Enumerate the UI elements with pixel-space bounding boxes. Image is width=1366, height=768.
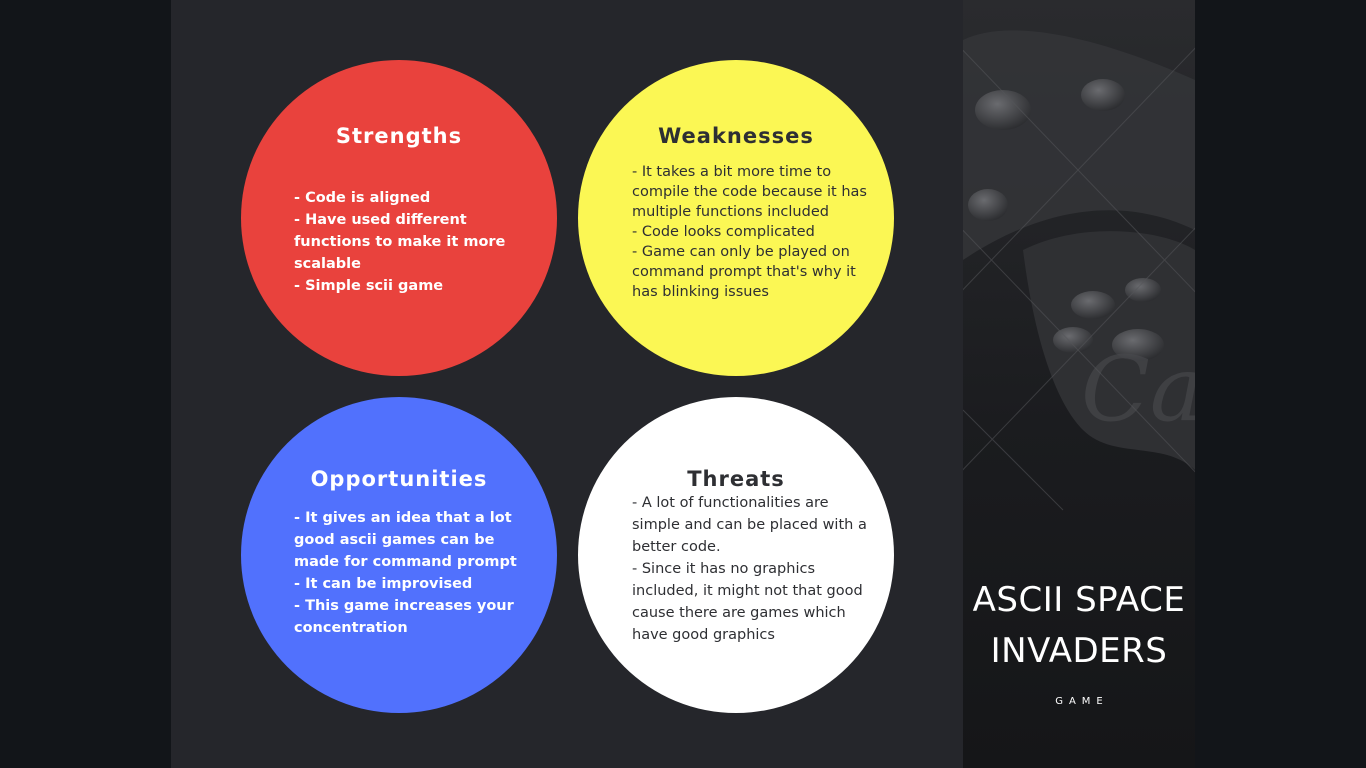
svg-text:Ca: Ca	[1081, 337, 1195, 442]
strengths-item: - Simple scii game	[294, 278, 444, 294]
opportunities-item: - It gives an idea that a lot good ascii…	[294, 510, 517, 570]
threats-item: - Since it has no graphics included, it …	[632, 561, 863, 643]
game-title-line1: ASCII SPACE	[972, 580, 1186, 620]
opportunities-item: - It can be improvised	[294, 576, 473, 592]
weaknesses-item: - Game can only be played on command pro…	[632, 244, 856, 300]
game-subtitle: GAME	[1055, 696, 1109, 707]
strengths-circle: Strengths - Code is aligned - Have used …	[241, 60, 557, 376]
weaknesses-circle: Weaknesses - It takes a bit more time to…	[578, 60, 894, 376]
title-panel: Ca ASCII SPACE INVADERS GAME	[963, 0, 1195, 768]
strengths-title: Strengths	[335, 124, 463, 148]
threats-item: - A lot of functionalities are simple an…	[632, 495, 867, 555]
threats-circle: Threats - A lot of functionalities are s…	[578, 397, 894, 713]
game-title: ASCII SPACE INVADERS	[963, 575, 1195, 677]
opportunities-circle: Opportunities - It gives an idea that a …	[241, 397, 557, 713]
weaknesses-list: - It takes a bit more time to compile th…	[632, 162, 872, 302]
strengths-item: - Have used different functions to make …	[294, 212, 506, 272]
opportunities-title: Opportunities	[310, 467, 488, 491]
weaknesses-item: - It takes a bit more time to compile th…	[632, 164, 867, 220]
opportunities-list: - It gives an idea that a lot good ascii…	[294, 507, 524, 639]
strengths-item: - Code is aligned	[294, 190, 431, 206]
weaknesses-item: - Code looks complicated	[632, 224, 815, 240]
threats-list: - A lot of functionalities are simple an…	[632, 492, 872, 646]
strengths-list: - Code is aligned - Have used different …	[294, 187, 524, 297]
weaknesses-title: Weaknesses	[658, 124, 814, 148]
game-title-line2: INVADERS	[990, 631, 1168, 671]
threats-title: Threats	[687, 467, 785, 491]
opportunities-item: - This game increases your concentration	[294, 598, 514, 636]
game-controller-image: Ca	[963, 0, 1195, 768]
